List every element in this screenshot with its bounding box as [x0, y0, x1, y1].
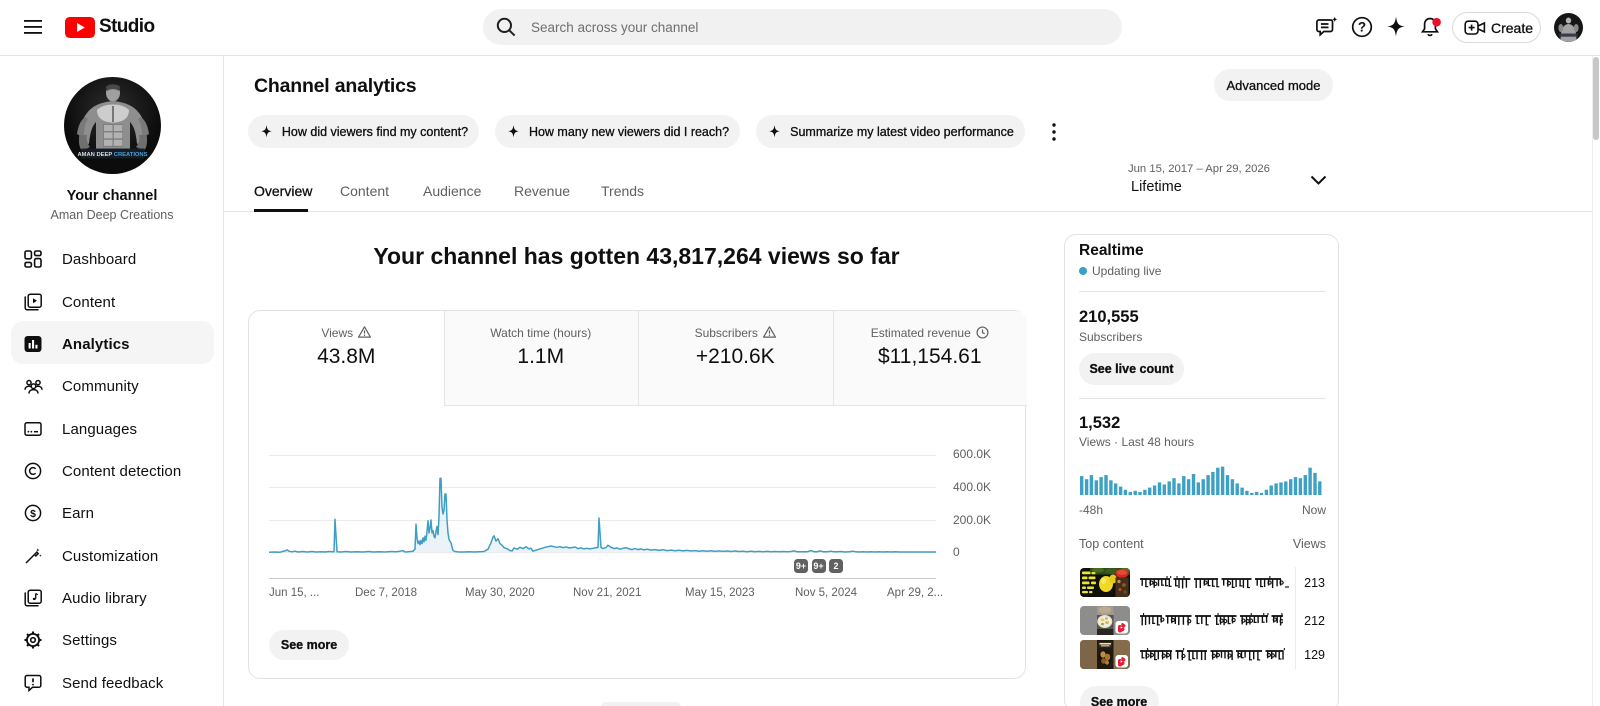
svg-text:$: $ — [30, 508, 36, 520]
svg-text:?: ? — [1358, 19, 1366, 34]
svg-text:AMAN DEEP CREATIONS: AMAN DEEP CREATIONS — [77, 152, 147, 158]
